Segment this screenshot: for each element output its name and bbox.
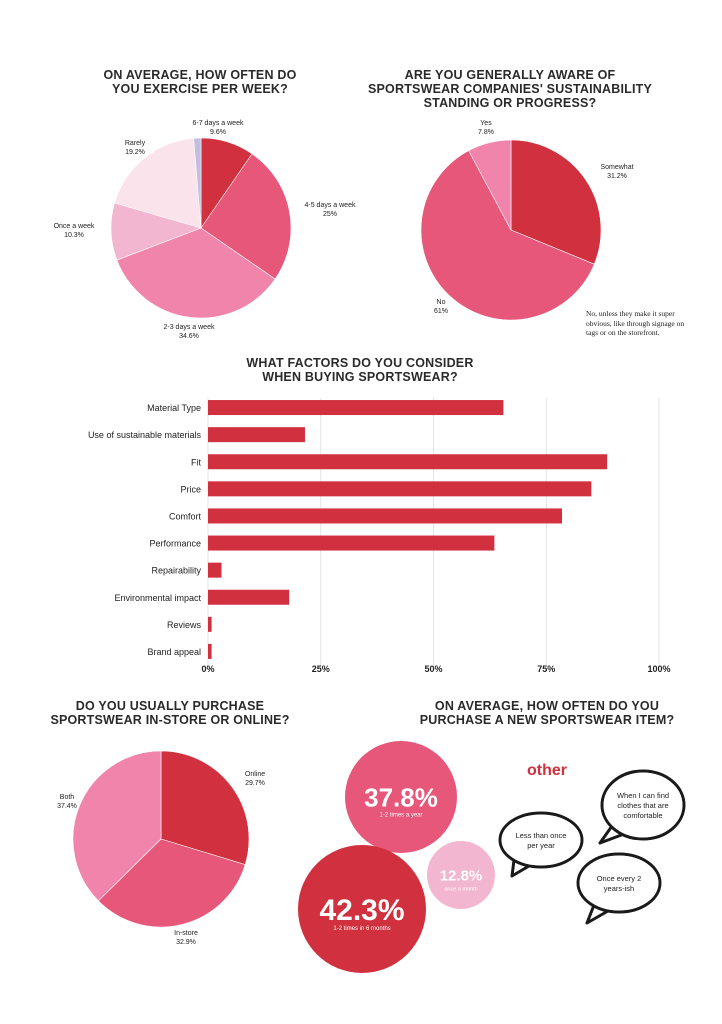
speech-text: years-ish <box>604 884 634 893</box>
pie-slice <box>97 838 246 928</box>
bar <box>208 562 222 578</box>
category-label: Price <box>180 484 201 494</box>
category-label: Repairability <box>151 566 201 576</box>
other-label: other <box>527 762 567 779</box>
slice-label: Both <box>60 794 75 801</box>
slice-label: Once a week <box>54 223 95 230</box>
x-tick-label: 100% <box>647 664 670 674</box>
slice-value-label: 25% <box>323 211 337 218</box>
bar <box>208 616 212 632</box>
speech-text: Less than once <box>516 831 567 840</box>
slice-value-label: 32.9% <box>176 939 196 946</box>
x-tick-label: 0% <box>201 664 214 674</box>
bubble <box>298 845 426 973</box>
purchase-frequency-bubbles: 37.8%1-2 times a year 42.3%1-2 times in 6… <box>298 741 686 973</box>
bar <box>208 589 290 605</box>
category-label: Fit <box>191 457 201 467</box>
category-label: Material Type <box>147 403 201 413</box>
pie-slice <box>420 150 595 321</box>
slice-value-label: 29.7% <box>245 780 265 787</box>
bar <box>208 400 504 416</box>
slice-label: Yes <box>480 120 492 127</box>
slice-value-label: 19.2% <box>125 149 145 156</box>
bar <box>208 481 592 497</box>
bubble-caption: 1-2 times in 6 months <box>333 926 390 932</box>
speech-text: Once every 2 <box>597 874 642 883</box>
pie-slice <box>510 139 602 265</box>
pie-slice <box>468 139 512 231</box>
factors-chart-title: WHAT FACTORS DO YOU CONSIDER WHEN BUYING… <box>246 356 474 384</box>
x-tick-label: 50% <box>424 664 442 674</box>
category-label: Environmental impact <box>114 593 201 603</box>
x-tick-label: 75% <box>537 664 555 674</box>
bar <box>208 427 305 443</box>
pie-slice <box>193 137 202 229</box>
category-label: Brand appeal <box>147 647 201 657</box>
speech-fill <box>579 855 659 911</box>
pie-slice <box>116 227 276 319</box>
speech-text: clothes that are <box>617 801 668 810</box>
exercise-chart-title: ON AVERAGE, HOW OFTEN DO YOU EXERCISE PE… <box>103 68 297 96</box>
speech-text: When I can find <box>617 791 669 800</box>
x-tick-label: 25% <box>312 664 330 674</box>
category-label: Reviews <box>167 620 202 630</box>
bubble-caption: 1-2 times a year <box>379 812 422 818</box>
factors-bar-chart: 0% 25% 50% 75% 100% Material Type Use of susta… <box>88 398 671 674</box>
bubble-value-label: 37.8% <box>364 782 438 812</box>
slice-label: 6-7 days a week <box>193 120 244 127</box>
bubble <box>345 741 457 853</box>
pie-slice <box>160 750 250 865</box>
slice-value-label: 9.6% <box>210 129 226 136</box>
slice-value-label: 7.8% <box>478 129 494 136</box>
purchase-frequency-chart-title: ON AVERAGE, HOW OFTEN DO YOU PURCHASE A … <box>419 699 675 727</box>
slice-label: Somewhat <box>600 164 633 171</box>
awareness-chart-title: ARE YOU GENERALLY AWARE OF SPORTSWEAR CO… <box>367 68 653 110</box>
pie-chart-purchase-channel: Online 29.7% In-store 32.9% Both 37.4% <box>57 750 265 946</box>
purchase-channel-chart-title: DO YOU USUALLY PURCHASE SPORTSWEAR IN-ST… <box>50 699 290 727</box>
bubble-value-label: 12.8% <box>440 867 483 884</box>
slice-label: No <box>437 299 446 306</box>
speech-fill <box>603 772 683 838</box>
slice-value-label: 61% <box>434 308 448 315</box>
bubble-value-label: 42.3% <box>319 894 404 927</box>
bubble-caption: once a month <box>444 886 477 892</box>
speech-text: per year <box>527 841 555 850</box>
bar <box>208 454 608 470</box>
slice-label: 2-3 days a week <box>164 324 215 331</box>
category-label: Use of sustainable materials <box>88 430 202 440</box>
speech-fill <box>501 814 581 866</box>
pie-chart-exercise: 6-7 days a week 9.6% 4-5 days a week 25% 2-3… <box>54 120 356 340</box>
bar <box>208 535 495 551</box>
category-label: Performance <box>149 539 201 549</box>
pie-slice <box>114 137 202 229</box>
pie-slice <box>200 153 292 280</box>
pie-chart-awareness: Somewhat 31.2% No 61% Yes 7.8% <box>420 120 634 321</box>
slice-value-label: 10.3% <box>64 232 84 239</box>
slice-label: Online <box>245 771 265 778</box>
awareness-annotation: No, unless they make it super obvious, l… <box>586 309 685 337</box>
slice-value-label: 37.4% <box>57 803 77 810</box>
slice-label: In-store <box>174 930 198 937</box>
bar <box>208 643 212 659</box>
slice-value-label: 34.6% <box>179 333 199 340</box>
bar <box>208 508 563 524</box>
slice-label: 4-5 days a week <box>305 202 356 209</box>
slice-value-label: 31.2% <box>607 173 627 180</box>
pie-slice <box>72 750 162 902</box>
speech-text: comfortable <box>623 811 662 820</box>
bubble <box>427 841 495 909</box>
slice-label: Rarely <box>125 140 146 147</box>
category-label: Comfort <box>169 511 202 521</box>
